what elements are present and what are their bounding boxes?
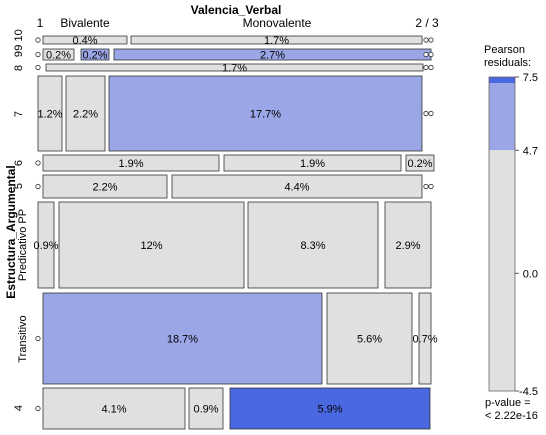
mosaic-cell	[405, 154, 435, 172]
empty-cell-marker	[428, 110, 434, 117]
y-axis-title: Estructura_Argumental	[4, 165, 18, 298]
cell-percent-label: 0.7%	[412, 334, 437, 346]
cell-percent-label: 0.2%	[46, 50, 71, 62]
mosaic-cell	[42, 387, 186, 430]
empty-cell-marker	[428, 183, 434, 190]
mosaic-cell	[42, 35, 128, 45]
mosaic-cell	[418, 292, 432, 385]
legend: 7.5 4.7 0.0 -4.5	[488, 72, 538, 398]
legend-neutral-band	[489, 150, 515, 391]
empty-cell-marker	[423, 183, 429, 190]
mosaic-cell	[229, 387, 431, 430]
mosaic-cell	[42, 292, 323, 385]
cell-percent-label: 2.7%	[260, 50, 285, 62]
mosaic-cell	[80, 48, 110, 61]
cell-percent-label: 1.7%	[222, 63, 247, 75]
legend-title-line2: residuals:	[484, 57, 531, 69]
cell-percent-label: 17.7%	[250, 109, 281, 121]
chart-title: Valencia_Verbal	[191, 3, 282, 17]
row-label: 6	[13, 160, 25, 166]
empty-cell-marker	[35, 160, 41, 166]
row-labels: 9 109 8 7 6 5 Predicativo PP Transitivo 4	[13, 29, 29, 411]
column-label-bivalente: Bivalente	[60, 16, 110, 30]
cell-percent-label: 0.2%	[407, 158, 432, 170]
row-label: 8	[13, 65, 25, 71]
mosaic-cell	[42, 174, 168, 199]
mosaic-cell	[171, 174, 423, 199]
empty-cell-marker	[428, 37, 434, 43]
empty-cell-marker	[35, 37, 41, 43]
mosaic-cell	[45, 63, 424, 72]
cell-percent-label: 12%	[140, 240, 162, 252]
empty-cell-marker	[423, 51, 429, 58]
p-value: < 2.22e-16	[485, 410, 538, 422]
column-label-monovalente: Monovalente	[243, 16, 312, 30]
legend-tick-label: -4.5	[519, 386, 538, 398]
cell-percent-label: 0.9%	[33, 240, 58, 252]
mosaic-cell	[188, 387, 224, 430]
row-label: 9 10	[13, 29, 25, 50]
legend-tick-label: 4.7	[523, 145, 538, 157]
row-label: 7	[13, 111, 25, 117]
legend-title-line1: Pearson	[484, 44, 525, 56]
empty-cell-marker	[423, 64, 429, 71]
cell-percent-label: 1.7%	[264, 35, 289, 47]
mosaic-cells: 0.4% 1.7% 0.2% 0.2% 2.7% 1.7% 1.2% 2.2% 17.7% 1.9…	[33, 35, 438, 430]
row-label: 9	[13, 51, 25, 57]
empty-cell-marker	[35, 51, 41, 58]
legend-tick-label: 0.0	[523, 268, 538, 280]
mosaic-cell	[65, 75, 106, 152]
empty-cell-marker	[423, 110, 429, 117]
mosaic-cell	[37, 75, 63, 152]
mosaic-cell	[108, 75, 423, 152]
cell-percent-label: 8.3%	[300, 240, 325, 252]
mosaic-cell	[384, 201, 432, 289]
cell-percent-label: 2.2%	[73, 109, 98, 121]
cell-percent-label: 4.4%	[284, 182, 309, 194]
row-label: 4	[13, 405, 25, 411]
column-label-2-3: 2 / 3	[415, 16, 439, 30]
cell-percent-label: 18.7%	[167, 334, 198, 346]
empty-cell-marker	[35, 405, 41, 412]
cell-percent-label: 0.4%	[72, 35, 97, 47]
mosaic-cell	[326, 292, 413, 385]
legend-bar-border	[488, 76, 516, 392]
empty-cell-marker	[35, 64, 41, 71]
legend-strong-band	[489, 77, 515, 83]
cell-percent-label: 2.2%	[92, 182, 117, 194]
cell-percent-label: 1.9%	[300, 158, 325, 170]
cell-percent-label: 1.2%	[37, 109, 62, 121]
legend-positive-band	[489, 77, 515, 151]
mosaic-cell	[58, 201, 245, 289]
legend-tick-label: 7.5	[523, 72, 538, 84]
empty-cell-marker	[428, 64, 434, 71]
p-value-label: p-value =	[485, 397, 531, 409]
cell-percent-label: 0.9%	[193, 404, 218, 416]
row-label: Transitivo	[17, 315, 29, 362]
mosaic-cell	[42, 154, 220, 172]
cell-percent-label: 0.2%	[82, 50, 107, 62]
empty-cell-marker	[35, 183, 41, 190]
mosaic-cell	[42, 48, 75, 61]
cell-percent-label: 4.1%	[101, 404, 126, 416]
row-label: Predicativo PP	[17, 209, 29, 281]
cell-percent-label: 2.9%	[395, 240, 420, 252]
mosaic-cell	[247, 201, 379, 289]
empty-cell-marker	[35, 335, 41, 342]
row-label: 5	[13, 183, 25, 189]
empty-cell-marker	[423, 37, 429, 43]
cell-percent-label: 1.9%	[118, 158, 143, 170]
empty-cell-marker	[428, 51, 434, 58]
cell-percent-label: 5.9%	[317, 404, 342, 416]
mosaic-cell	[37, 201, 55, 289]
mosaic-cell	[223, 154, 402, 172]
column-label-1: 1	[37, 16, 44, 30]
mosaic-cell	[130, 35, 423, 45]
cell-percent-label: 5.6%	[357, 334, 382, 346]
